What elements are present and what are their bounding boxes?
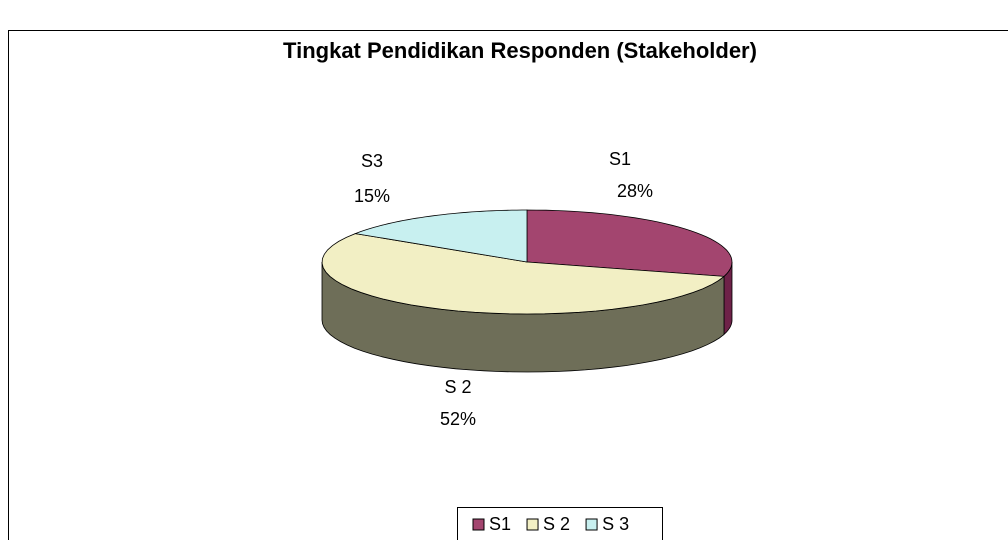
- legend-label: S 2: [543, 514, 570, 534]
- data-label: 15%: [354, 186, 390, 206]
- data-label-name: S3: [361, 151, 383, 171]
- legend-swatch: [473, 519, 484, 530]
- legend-label: S 3: [602, 514, 629, 534]
- data-label: 28%: [617, 181, 653, 201]
- chart-title: Tingkat Pendidikan Responden (Stakeholde…: [283, 38, 757, 63]
- legend-swatch: [586, 519, 597, 530]
- data-label-name: S1: [609, 149, 631, 169]
- data-label-name: S 2: [444, 377, 471, 397]
- legend-swatch: [527, 519, 538, 530]
- data-label: 52%: [440, 409, 476, 429]
- legend-label: S1: [489, 514, 511, 534]
